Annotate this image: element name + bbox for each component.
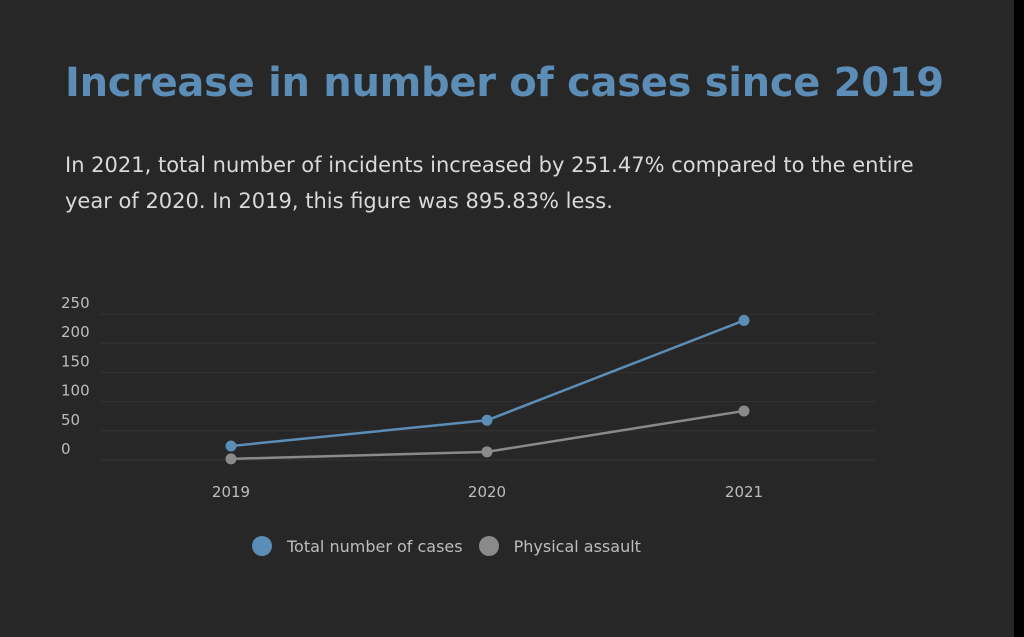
data-point-total[interactable] xyxy=(738,314,750,326)
legend-label-assault: Physical assault xyxy=(513,536,641,556)
data-point-assault[interactable] xyxy=(225,453,237,465)
chart-legend: Total number of cases Physical assault xyxy=(252,536,657,556)
line-chart: 250 200 150 100 50 0 2019 2020 2021 xyxy=(61,294,875,501)
legend-marker-assault xyxy=(478,536,499,556)
y-tick-label: 250 xyxy=(61,294,90,312)
legend-label-total: Total number of cases xyxy=(287,536,463,556)
page-subtitle: In 2021, total number of incidents incre… xyxy=(65,153,914,213)
y-tick-label: 100 xyxy=(61,382,90,400)
legend-marker-total xyxy=(252,536,272,556)
data-point-assault[interactable] xyxy=(738,405,750,417)
data-point-total[interactable] xyxy=(225,440,237,452)
y-tick-label: 200 xyxy=(61,323,90,341)
x-axis-ticks: 2019 2020 2021 xyxy=(212,483,763,501)
chart-grid xyxy=(100,313,875,461)
data-point-assault[interactable] xyxy=(481,446,493,458)
x-tick-label: 2021 xyxy=(725,483,763,501)
page-title: Increase in number of cases since 2019 xyxy=(65,60,944,106)
y-tick-label: 150 xyxy=(61,352,90,370)
y-axis-ticks: 250 200 150 100 50 0 xyxy=(61,294,90,458)
chart-series xyxy=(225,314,750,465)
series-line-total xyxy=(230,319,745,448)
x-tick-label: 2019 xyxy=(212,483,250,501)
y-tick-label: 0 xyxy=(61,440,71,458)
legend-item-total[interactable]: Total number of cases xyxy=(252,536,463,556)
y-tick-label: 50 xyxy=(61,411,80,429)
legend-item-assault[interactable]: Physical assault xyxy=(478,536,641,556)
x-tick-label: 2020 xyxy=(468,483,506,501)
data-point-total[interactable] xyxy=(481,414,493,426)
